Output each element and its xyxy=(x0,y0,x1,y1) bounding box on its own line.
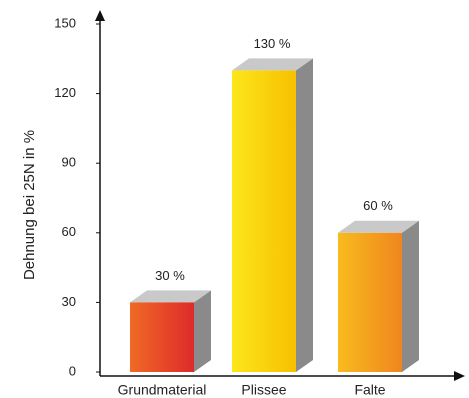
x-tick-label: Grundmaterial xyxy=(118,382,207,398)
bar-side xyxy=(296,58,313,373)
y-tick-label: 90 xyxy=(62,155,76,170)
y-axis-label: Dehnung bei 25N in % xyxy=(21,130,38,280)
y-axis-arrow xyxy=(95,10,105,21)
bar-top xyxy=(232,58,313,71)
bar xyxy=(338,232,402,372)
y-tick-label: 150 xyxy=(54,15,76,30)
y-tick-label: 120 xyxy=(54,85,76,100)
bar-top xyxy=(130,290,211,303)
bar-side xyxy=(402,220,419,372)
y-tick-label: 0 xyxy=(69,363,76,378)
bar-side xyxy=(194,290,211,372)
x-tick-label: Plissee xyxy=(241,382,286,398)
value-label: 130 % xyxy=(254,36,291,51)
x-axis-arrow xyxy=(454,371,465,381)
value-label: 60 % xyxy=(363,198,393,213)
bar xyxy=(232,70,296,373)
y-tick-label: 30 xyxy=(62,294,76,309)
bar-top xyxy=(338,220,419,233)
y-tick-label: 60 xyxy=(62,224,76,239)
bar xyxy=(130,302,194,372)
value-label: 30 % xyxy=(155,268,185,283)
x-tick-label: Falte xyxy=(354,382,385,398)
